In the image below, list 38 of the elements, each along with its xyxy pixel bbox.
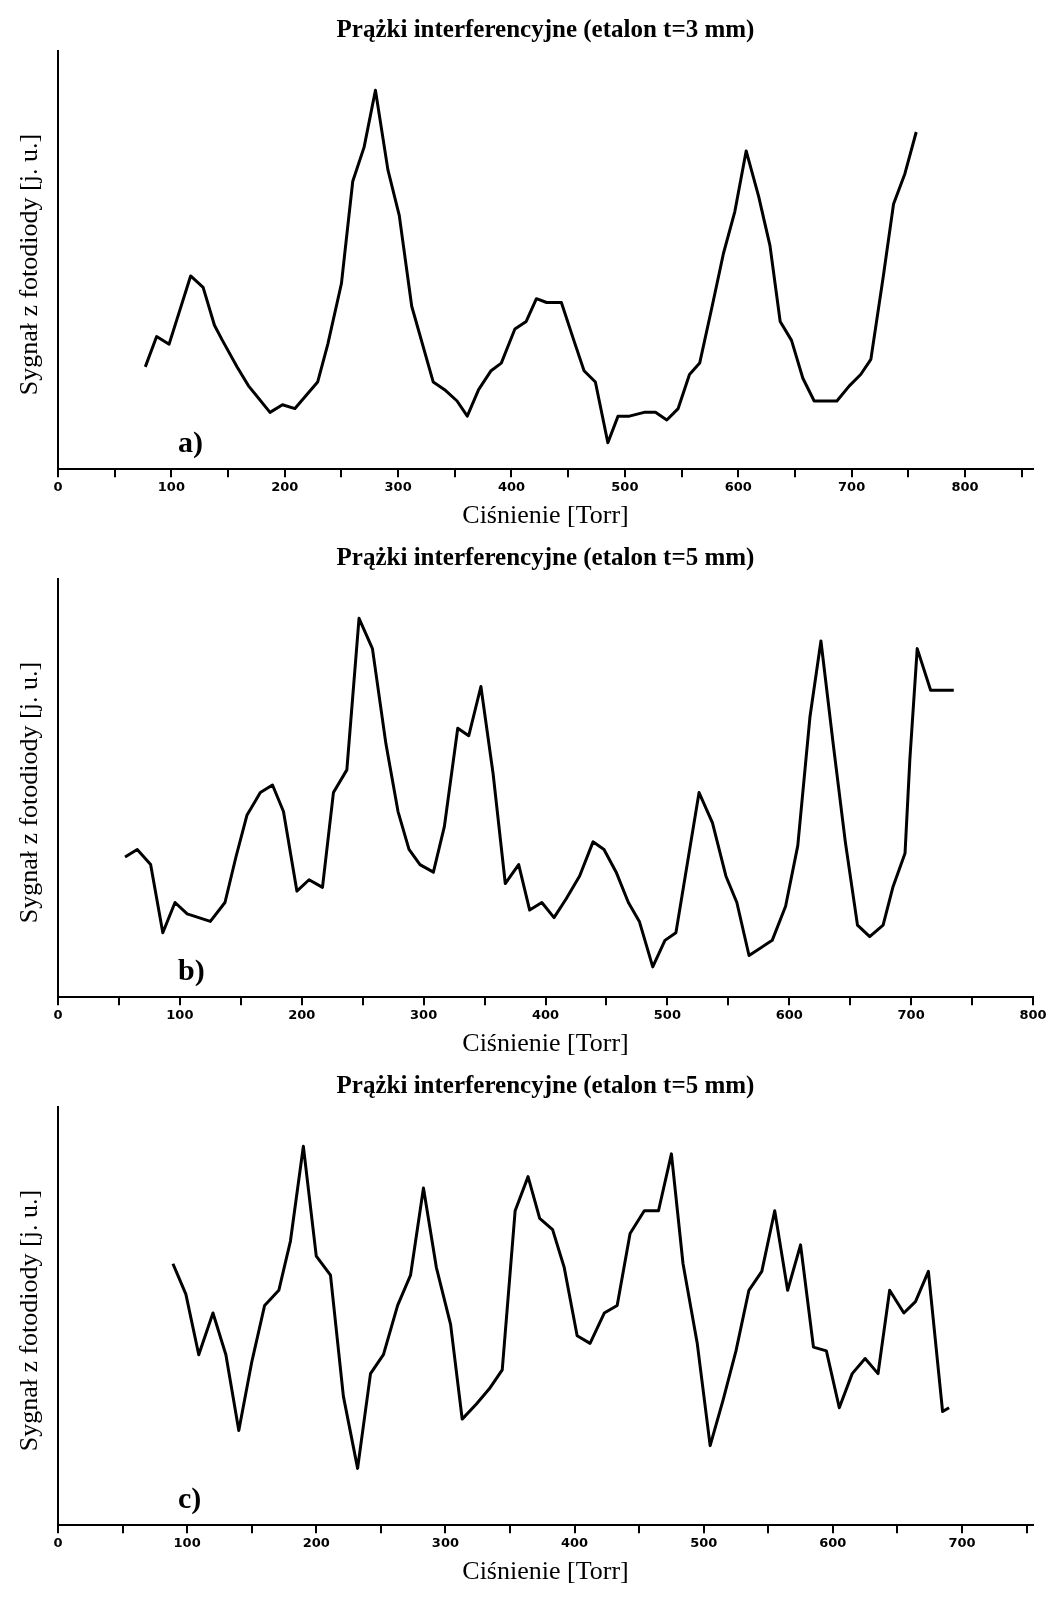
x-tick-label: 800	[951, 479, 979, 495]
x-axis-title: Ciśnienie [Torr]	[462, 500, 629, 530]
x-tick-label: 600	[724, 479, 752, 495]
x-tick-label: 100	[157, 479, 185, 495]
chart-title: Prążki interferencyjne (etalon t=5 mm)	[336, 1071, 755, 1100]
x-axis-title: Ciśnienie [Torr]	[462, 1028, 629, 1058]
x-axis-title: Ciśnienie [Torr]	[462, 1556, 629, 1586]
x-tick-label: 200	[302, 1535, 330, 1551]
x-tick-label: 300	[431, 1535, 459, 1551]
x-tick-label: 700	[897, 1007, 925, 1023]
y-axis-title: Sygnał z fotodiody [j. u.]	[13, 133, 43, 396]
x-tick-label: 800	[1019, 1007, 1047, 1023]
y-axis-title: Sygnał z fotodiody [j. u.]	[13, 1189, 43, 1452]
x-tick-label: 0	[53, 1535, 63, 1551]
x-tick-label: 400	[531, 1007, 560, 1023]
annotation: b)	[178, 952, 205, 987]
x-tick-label: 400	[497, 479, 526, 495]
x-tick-label: 700	[838, 479, 866, 495]
chart-title: Prążki interferencyjne (etalon t=5 mm)	[336, 543, 755, 572]
x-tick-label: 200	[288, 1007, 316, 1023]
annotation: c)	[178, 1480, 202, 1515]
x-tick-label: 100	[173, 1535, 201, 1551]
x-tick-label: 500	[690, 1535, 718, 1551]
x-tick-label: 500	[611, 479, 639, 495]
x-tick-label: 100	[166, 1007, 194, 1023]
x-tick-label: 600	[819, 1535, 847, 1551]
x-tick-label: 300	[410, 1007, 438, 1023]
chart-title: Prążki interferencyjne (etalon t=3 mm)	[336, 15, 755, 44]
y-axis-title: Sygnał z fotodiody [j. u.]	[13, 661, 43, 924]
x-tick-label: 500	[653, 1007, 681, 1023]
x-tick-label: 300	[384, 479, 412, 495]
x-tick-label: 400	[560, 1535, 589, 1551]
annotation: a)	[178, 424, 203, 459]
x-tick-label: 0	[53, 479, 63, 495]
x-tick-label: 700	[948, 1535, 976, 1551]
x-tick-label: 600	[775, 1007, 803, 1023]
x-tick-label: 0	[53, 1007, 63, 1023]
x-tick-label: 200	[271, 479, 299, 495]
